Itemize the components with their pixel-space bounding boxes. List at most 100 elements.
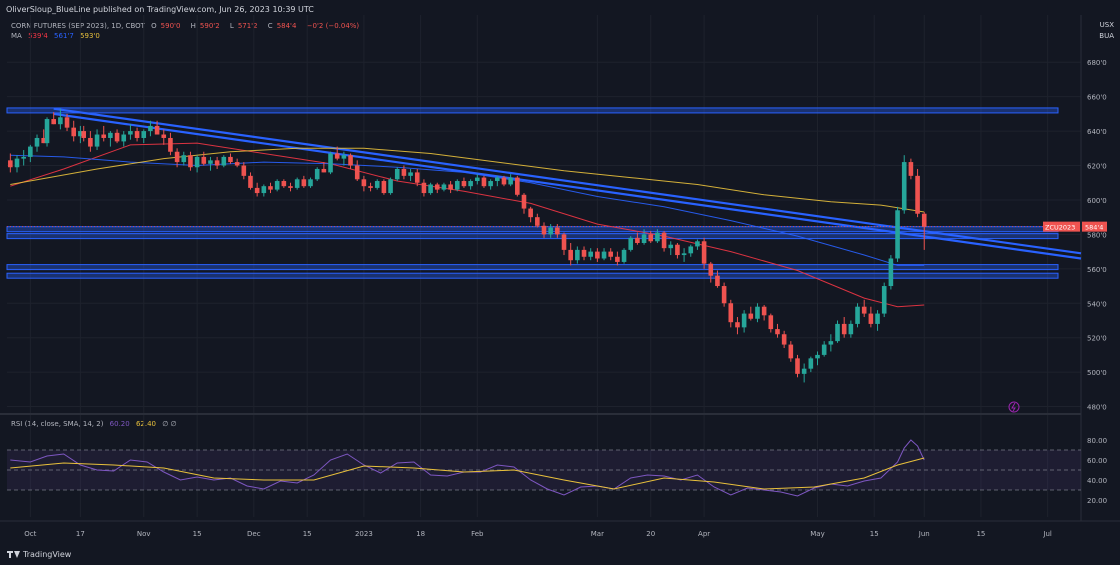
candle-body: [441, 184, 447, 190]
price-tick-label: 680'0: [1087, 59, 1107, 67]
time-tick-label: 15: [303, 530, 312, 538]
time-tick-label: Apr: [698, 530, 710, 538]
candle-body: [221, 156, 227, 166]
time-tick-label: Dec: [247, 530, 261, 538]
change-value: −0'2 (−0.04%): [306, 22, 360, 30]
candle-body: [895, 210, 900, 259]
candle-body: [361, 179, 367, 187]
candle-body: [808, 358, 814, 369]
rsi-tick-label: 20.00: [1087, 497, 1107, 505]
candle-body: [474, 177, 480, 182]
brand-name: TradingView: [23, 550, 72, 559]
tradingview-logo[interactable]: TradingView: [7, 550, 71, 559]
candle-body: [828, 341, 834, 345]
candle-body: [695, 241, 700, 247]
candle-body: [328, 153, 333, 173]
time-tick-label: 15: [193, 530, 202, 538]
open-value: 590'0: [160, 22, 181, 30]
candle-body: [8, 160, 13, 168]
candle-body: [715, 275, 720, 287]
candle-body: [775, 329, 780, 335]
horizontal-level: [6, 233, 1059, 240]
candle-body: [615, 256, 620, 262]
candle-body: [795, 358, 800, 374]
rsi-label: RSI (14, close, SMA, 14, 2): [11, 420, 104, 428]
candle-body: [21, 156, 26, 159]
candle-body: [214, 160, 220, 166]
candle-body: [188, 155, 193, 168]
candle-body: [675, 244, 680, 256]
candle-body: [14, 158, 20, 168]
price-tick-label: 560'0: [1087, 266, 1107, 274]
ma-legend[interactable]: MA 539'4 561'7 593'0: [11, 32, 104, 40]
price-tick-label: 640'0: [1087, 128, 1107, 136]
candle-body: [901, 162, 907, 211]
candle-body: [761, 306, 767, 316]
time-tick-label: Jul: [1042, 530, 1052, 538]
candle-body: [821, 344, 827, 355]
candle-body: [71, 127, 77, 137]
candle-body: [381, 181, 387, 194]
rsi-legend[interactable]: RSI (14, close, SMA, 14, 2) 60.20 62.40 …: [11, 420, 181, 428]
candle-body: [414, 172, 420, 183]
candle-body: [721, 286, 727, 304]
time-tick-label: 20: [646, 530, 655, 538]
publisher-line: OliverSloup_BlueLine published on Tradin…: [6, 5, 314, 14]
price-tick-label: 540'0: [1087, 300, 1107, 308]
ma-value-1: 539'4: [28, 32, 48, 40]
candle-body: [548, 227, 553, 235]
candle-body: [788, 344, 794, 359]
candle-body: [448, 184, 453, 190]
candle-body: [268, 186, 273, 190]
candle-body: [368, 186, 373, 188]
candle-body: [388, 179, 393, 194]
symbol-legend[interactable]: CORN FUTURES (SEP 2023), 1D, CBOT O 590'0…: [11, 22, 363, 30]
candle-body: [341, 155, 347, 159]
candle-body: [601, 251, 607, 259]
candle-body: [855, 306, 860, 324]
candle-body: [428, 184, 433, 194]
candle-body: [354, 165, 360, 180]
candle-body: [194, 156, 200, 168]
ma-value-3: 593'0: [80, 32, 100, 40]
rsi-line: [10, 439, 925, 497]
candle-body: [568, 249, 573, 261]
candle-body: [64, 117, 70, 128]
rsi-extra: ∅ ∅: [162, 420, 177, 428]
rsi-value: 60.20: [109, 420, 130, 428]
time-tick-label: Jun: [918, 530, 930, 538]
currency-unit: USX: [1099, 21, 1114, 29]
price-tick-label: 500'0: [1087, 369, 1107, 377]
ma-value-2: 561'7: [54, 32, 74, 40]
close-label: C: [267, 22, 273, 30]
candle-body: [434, 184, 440, 190]
candle-body: [174, 151, 180, 163]
time-tick-label: 17: [76, 530, 85, 538]
candle-body: [108, 132, 113, 138]
time-tick-label: 2023: [355, 530, 373, 538]
candle-body: [421, 182, 427, 194]
candle-body: [374, 181, 380, 188]
candle-body: [521, 194, 527, 209]
candle-body: [635, 237, 640, 243]
candle-body: [748, 313, 754, 319]
candle-body: [408, 172, 413, 176]
candle-body: [51, 119, 56, 125]
candle-body: [241, 165, 247, 176]
candle-body: [461, 181, 467, 187]
trendline: [53, 112, 1082, 260]
price-tick-label: 660'0: [1087, 94, 1107, 102]
candle-body: [41, 137, 46, 144]
candle-body: [781, 334, 787, 345]
horizontal-level: [6, 107, 1059, 114]
candle-body: [915, 175, 920, 214]
price-tick-label: 580'0: [1087, 231, 1107, 239]
candle-body: [581, 249, 587, 257]
candle-body: [281, 181, 287, 187]
candle-body: [628, 237, 634, 250]
candle-body: [301, 179, 307, 187]
price-badge: [1082, 221, 1107, 232]
candle-body: [58, 117, 63, 125]
time-tick-label: Oct: [24, 530, 36, 538]
